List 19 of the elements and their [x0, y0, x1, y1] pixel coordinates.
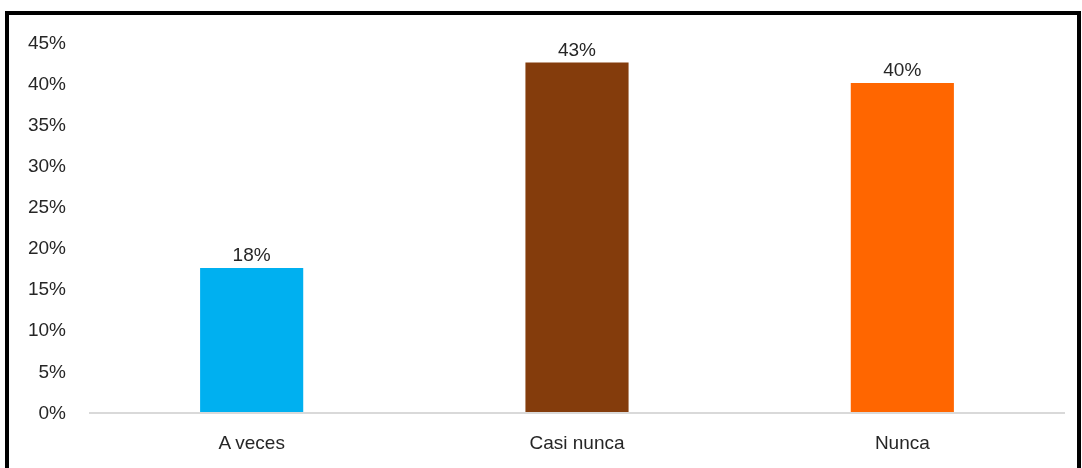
data-label: 18% — [232, 244, 271, 266]
data-label: 40% — [883, 59, 922, 81]
bar — [525, 62, 629, 412]
y-tick-label: 30% — [27, 154, 67, 176]
y-tick-label: 15% — [27, 278, 67, 300]
y-tick-label: 40% — [27, 72, 67, 94]
y-tick-label: 0% — [38, 401, 67, 423]
y-tick-label: 10% — [27, 319, 67, 341]
y-tick-label: 35% — [27, 113, 67, 135]
y-tick-label: 20% — [27, 237, 67, 259]
bar — [200, 268, 304, 412]
bar — [850, 83, 954, 412]
x-tick-label: Nunca — [874, 431, 931, 453]
data-label: 43% — [557, 38, 597, 60]
y-tick-label: 45% — [27, 31, 67, 53]
x-tick-label: A veces — [218, 431, 285, 453]
y-tick-label: 25% — [27, 196, 67, 218]
x-tick-label: Casi nunca — [529, 431, 625, 453]
y-tick-label: 5% — [38, 360, 67, 382]
